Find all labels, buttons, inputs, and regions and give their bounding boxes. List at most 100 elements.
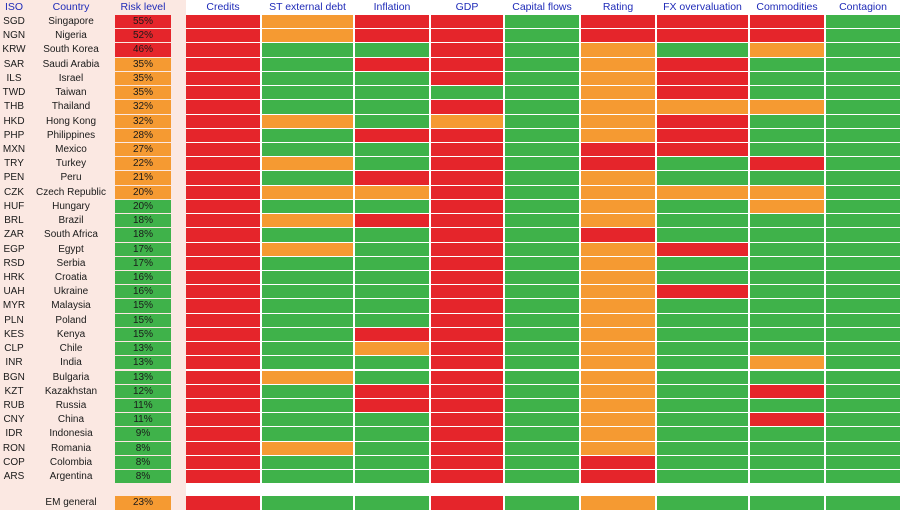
heatmap-cell <box>186 142 260 157</box>
heatmap-cell <box>657 29 748 43</box>
heatmap-cell <box>750 242 824 256</box>
heatmap-cell <box>581 270 655 285</box>
risk-level-cell: 32% <box>115 114 171 128</box>
iso-code: HKD <box>3 115 25 127</box>
country-name: Serbia <box>56 257 86 269</box>
iso-code: NGN <box>2 30 26 42</box>
heatmap-cell <box>581 285 655 299</box>
iso-code: KZT <box>4 385 24 397</box>
heatmap-cell <box>657 285 748 299</box>
iso-code: CNY <box>3 414 25 426</box>
risk-level-cell: 35% <box>115 57 171 71</box>
heatmap-cell <box>262 242 353 256</box>
heatmap-cell <box>186 441 260 455</box>
heatmap-cell <box>431 470 503 484</box>
heatmap-cell <box>826 496 900 510</box>
country-name: Philippines <box>46 129 96 141</box>
heatmap-cell <box>431 455 503 470</box>
heatmap-cell <box>431 142 503 157</box>
iso-code: PLN <box>4 314 24 326</box>
heatmap-cell <box>826 285 900 299</box>
heatmap-cell <box>262 270 353 285</box>
heatmap-cell <box>505 171 579 185</box>
heatmap-cell <box>262 214 353 228</box>
heatmap-cell <box>262 43 353 57</box>
heatmap-cell <box>262 15 353 29</box>
heatmap-cell <box>505 285 579 299</box>
heatmap-cell <box>431 285 503 299</box>
heatmap-cell <box>355 185 429 199</box>
heatmap-cell <box>581 29 655 43</box>
heatmap-cell <box>826 57 900 71</box>
country-name: Turkey <box>55 158 87 170</box>
heatmap-cell <box>355 270 429 285</box>
heatmap-cell <box>581 157 655 171</box>
iso-code: KES <box>3 328 24 340</box>
heatmap-cell <box>355 299 429 313</box>
heatmap-cell <box>431 427 503 441</box>
heatmap-cell <box>431 128 503 142</box>
heatmap-cell <box>657 199 748 214</box>
heatmap-cell <box>355 413 429 427</box>
heatmap-cell <box>431 342 503 356</box>
heatmap-cell <box>505 299 579 313</box>
risk-level-cell: 17% <box>115 256 171 270</box>
country-name: Chile <box>59 343 83 355</box>
heatmap-cell <box>750 342 824 356</box>
column-header: Credits <box>206 1 240 13</box>
heatmap-cell <box>505 455 579 470</box>
heatmap-cell <box>431 100 503 114</box>
heatmap-cell <box>505 100 579 114</box>
heatmap-cell <box>581 313 655 327</box>
heatmap-cell <box>431 57 503 71</box>
iso-code: SGD <box>3 16 25 27</box>
heatmap-cell <box>186 100 260 114</box>
heatmap-cell <box>262 128 353 142</box>
heatmap-cell <box>581 356 655 370</box>
heatmap-cell <box>750 256 824 270</box>
heatmap-cell <box>581 86 655 100</box>
heatmap-cell <box>750 199 824 214</box>
iso-code: CLP <box>4 343 24 355</box>
iso-code: RON <box>2 442 26 454</box>
heatmap-cell <box>505 15 579 29</box>
heatmap-cell <box>262 299 353 313</box>
country-name: China <box>57 414 85 426</box>
heatmap-cell <box>657 496 748 510</box>
risk-level-cell: 28% <box>115 128 171 142</box>
risk-level-cell: 46% <box>115 43 171 57</box>
risk-level-cell: 18% <box>115 228 171 242</box>
risk-level-cell: 23% <box>115 496 171 510</box>
heatmap-cell <box>431 29 503 43</box>
heatmap-cell <box>826 171 900 185</box>
heatmap-cell <box>826 71 900 86</box>
heatmap-cell <box>186 356 260 370</box>
heatmap-cell <box>657 15 748 29</box>
heatmap-cell <box>186 455 260 470</box>
iso-code: THB <box>4 101 24 113</box>
iso-code: PHP <box>3 129 25 141</box>
heatmap-cell <box>431 398 503 413</box>
heatmap-cell <box>826 114 900 128</box>
heatmap-cell <box>431 43 503 57</box>
heatmap-cell <box>657 228 748 242</box>
country-name: Bulgaria <box>52 371 90 383</box>
heatmap-cell <box>826 214 900 228</box>
heatmap-cell <box>750 185 824 199</box>
heatmap-cell <box>431 114 503 128</box>
heatmap-cell <box>431 199 503 214</box>
heatmap-cell <box>262 342 353 356</box>
country-name: Poland <box>55 314 87 326</box>
heatmap-cell <box>750 15 824 29</box>
heatmap-cell <box>750 86 824 100</box>
heatmap-cell <box>581 427 655 441</box>
heatmap-cell <box>826 270 900 285</box>
heatmap-cell <box>355 242 429 256</box>
heatmap-cell <box>355 214 429 228</box>
heatmap-cell <box>262 71 353 86</box>
heatmap-cell <box>431 157 503 171</box>
heatmap-cell <box>581 370 655 384</box>
heatmap-cell <box>186 285 260 299</box>
heatmap-cell <box>750 157 824 171</box>
country-name: Peru <box>60 172 82 184</box>
